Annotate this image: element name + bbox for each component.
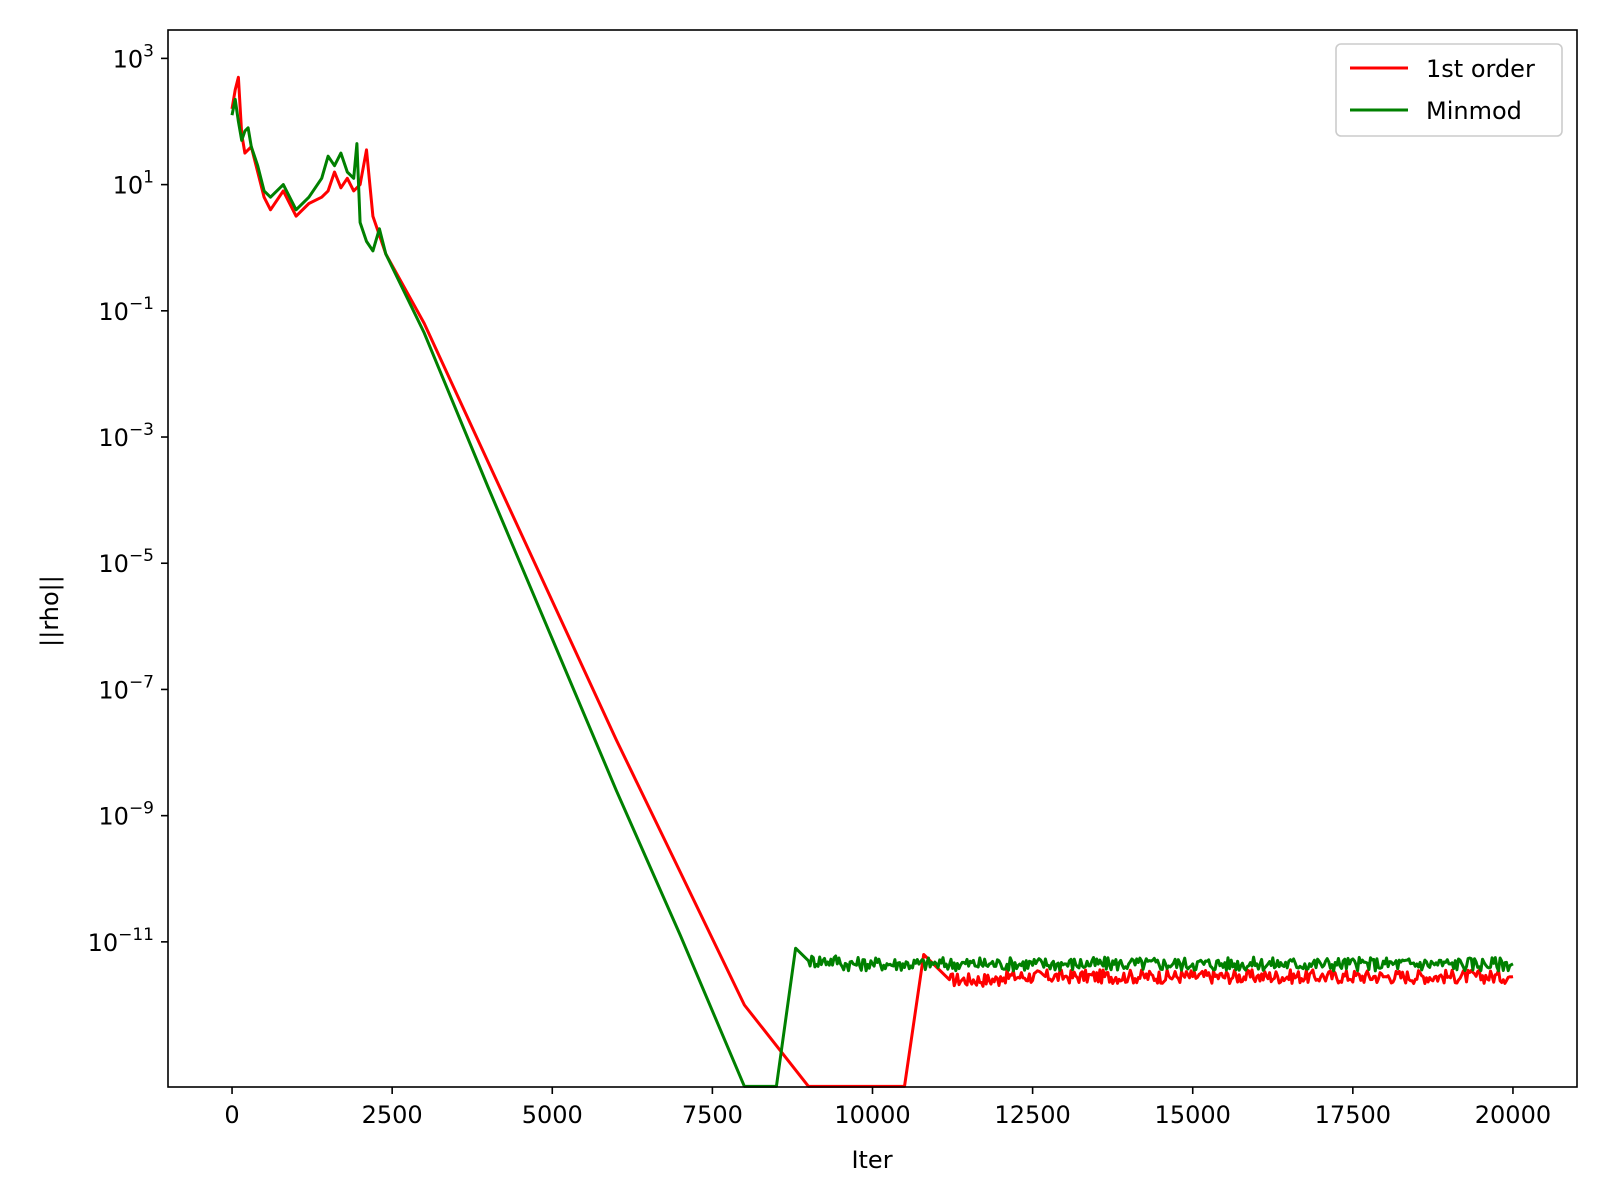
plot-area (230, 75, 1514, 1088)
x-tick-label: 7500 (682, 1101, 743, 1129)
legend-label: Minmod (1426, 97, 1522, 125)
y-tick-label: 10−9 (98, 799, 154, 831)
series-line-1st-order (230, 75, 1514, 1088)
x-tick-label: 17500 (1315, 1101, 1391, 1129)
y-tick-label: 10−5 (98, 546, 154, 578)
y-axis-label: ||rho|| (36, 575, 64, 647)
x-tick-label: 12500 (994, 1101, 1070, 1129)
x-tick-label: 2500 (362, 1101, 423, 1129)
legend: 1st order Minmod (1335, 43, 1563, 137)
y-tick-label: 103 (113, 41, 154, 73)
x-axis-label: Iter (851, 1146, 892, 1174)
y-tick-label: 101 (113, 168, 154, 200)
y-tick-label: 10−7 (98, 672, 154, 704)
x-tick-label: 0 (224, 1101, 239, 1129)
axes: 0 2500 5000 7500 10000 12500 15000 17500 20000 10… (88, 29, 1578, 1129)
x-tick-label: 15000 (1155, 1101, 1231, 1129)
legend-label: 1st order (1426, 55, 1535, 83)
y-tick-label: 10−3 (98, 420, 154, 452)
x-tick-label: 5000 (522, 1101, 583, 1129)
y-tick-label: 10−11 (88, 925, 154, 957)
x-tick-label: 20000 (1475, 1101, 1551, 1129)
y-tick-label: 10−1 (98, 294, 154, 326)
x-tick-label: 10000 (834, 1101, 910, 1129)
series-line-minmod (230, 97, 1514, 1088)
